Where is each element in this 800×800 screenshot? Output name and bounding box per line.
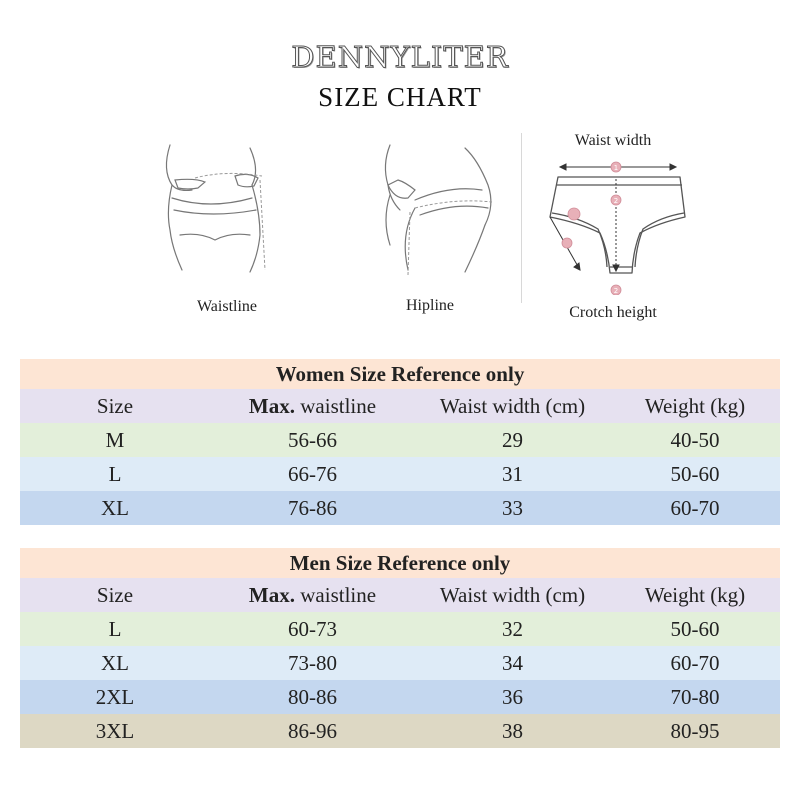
- waistline-illustration: [165, 144, 266, 273]
- table-row: 3XL 86-96 38 80-95: [20, 714, 780, 748]
- section-divider: [521, 133, 522, 303]
- table-title-row: Women Size Reference only: [20, 359, 781, 389]
- header-waist-width: Waist width (cm): [439, 582, 586, 607]
- cell-waist-width: 29: [502, 427, 523, 452]
- header-max-label: Max.: [248, 582, 295, 607]
- cell-size: L: [108, 461, 122, 486]
- cell-waist-width: 31: [502, 461, 523, 486]
- waistline-caption: Waistline: [196, 298, 258, 315]
- marker-label: 2: [614, 197, 618, 205]
- cell-waistline: 60-73: [288, 616, 337, 641]
- hipline-caption: Hipline: [406, 297, 454, 314]
- waist-width-caption: Waist width: [574, 132, 652, 149]
- cell-waist-width: 33: [502, 495, 523, 520]
- cell-waistline: 56-66: [288, 427, 337, 452]
- header-size: Size: [96, 582, 134, 607]
- cell-waistline: 86-96: [288, 718, 337, 743]
- cell-size: XL: [101, 650, 129, 675]
- header-weight: Weight (kg): [644, 582, 746, 607]
- cell-size: 3XL: [95, 718, 135, 743]
- header-weight: Weight (kg): [644, 393, 746, 418]
- cell-size: M: [105, 427, 125, 452]
- table-row: M 56-66 29 40-50: [20, 423, 781, 457]
- table-title-row: Men Size Reference only: [20, 548, 780, 578]
- table-header-row: Size Max. waistline Waist width (cm) Wei…: [20, 578, 780, 612]
- women-size-table: Women Size Reference only Size Max. wais…: [20, 359, 781, 525]
- cell-weight: 50-60: [670, 461, 720, 486]
- table-row: XL 73-80 34 60-70: [20, 646, 780, 680]
- cell-waistline: 73-80: [288, 650, 337, 675]
- hipline-illustration: [384, 144, 493, 276]
- cell-waistline: 76-86: [288, 495, 337, 520]
- crotch-height-caption: Crotch height: [569, 304, 657, 321]
- cell-waistline: 66-76: [288, 461, 337, 486]
- brand-logo: DENNYLITER: [291, 40, 509, 75]
- page-title: SIZE CHART: [318, 82, 482, 112]
- men-size-table: Men Size Reference only Size Max. waistl…: [20, 548, 780, 748]
- marker-label: 1: [614, 164, 618, 172]
- marker-label: 2: [614, 287, 618, 295]
- cell-weight: 60-70: [670, 495, 720, 520]
- table-row: L 66-76 31 50-60: [20, 457, 781, 491]
- table-header-row: Size Max. waistline Waist width (cm) Wei…: [20, 389, 781, 423]
- cell-waistline: 80-86: [288, 684, 337, 709]
- cell-waist-width: 36: [502, 684, 523, 709]
- cell-weight: 40-50: [670, 427, 720, 452]
- cell-weight: 70-80: [670, 684, 720, 709]
- header-max-label: Max.: [248, 393, 295, 418]
- women-table-title: Women Size Reference only: [275, 361, 525, 386]
- cell-weight: 50-60: [670, 616, 720, 641]
- header-max-waistline: Max. waistline: [210, 389, 415, 423]
- cell-size: XL: [101, 495, 129, 520]
- cell-weight: 60-70: [670, 650, 720, 675]
- men-table-title: Men Size Reference only: [289, 550, 511, 575]
- header-max-waistline: Max. waistline: [210, 578, 415, 612]
- cell-waist-width: 32: [502, 616, 523, 641]
- cell-weight: 80-95: [670, 718, 720, 743]
- table-row: 2XL 80-86 36 70-80: [20, 680, 780, 714]
- table-row: L 60-73 32 50-60: [20, 612, 780, 646]
- cell-size: 2XL: [95, 684, 135, 709]
- underwear-measurement-diagram: 1 2 2: [549, 161, 686, 295]
- cell-waist-width: 38: [502, 718, 523, 743]
- header-waistline-label: waistline: [295, 393, 377, 418]
- header-waist-width: Waist width (cm): [439, 393, 586, 418]
- cell-waist-width: 34: [502, 650, 523, 675]
- header-waistline-label: waistline: [295, 582, 377, 607]
- cell-size: L: [108, 616, 122, 641]
- table-row: XL 76-86 33 60-70: [20, 491, 781, 525]
- header-size: Size: [96, 393, 134, 418]
